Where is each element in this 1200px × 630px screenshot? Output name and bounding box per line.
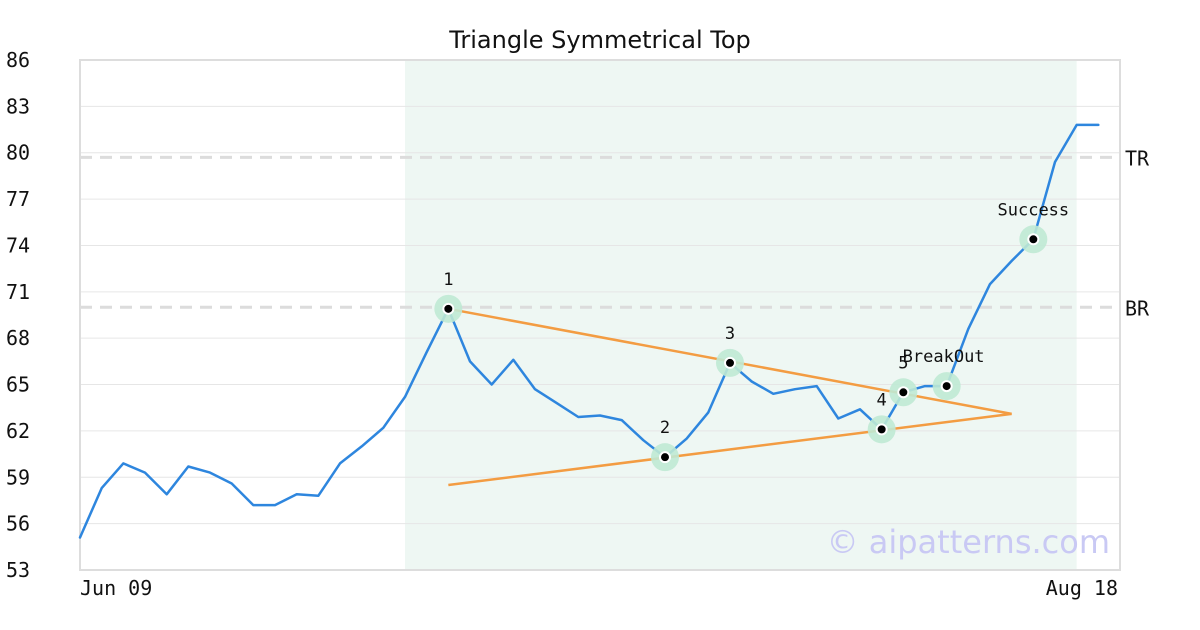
y-tick-label: 53	[6, 558, 30, 582]
point-label: 3	[725, 324, 735, 344]
point-marker	[897, 386, 910, 399]
point-label: 5	[898, 353, 908, 373]
point-label: BreakOut	[903, 347, 985, 367]
x-axis-ticks: Jun 09 Aug 18	[80, 576, 1118, 600]
level-lines: TR BR	[80, 146, 1150, 320]
plot-frame	[79, 59, 1121, 571]
point-marker	[875, 423, 888, 436]
y-tick-label: 71	[6, 280, 30, 304]
point-label: 2	[660, 418, 670, 438]
point-marker	[659, 451, 671, 464]
point-marker	[442, 302, 455, 315]
point-marker	[940, 380, 953, 393]
y-tick-label: 83	[6, 94, 30, 118]
trendline	[448, 412, 1012, 487]
y-tick-label: 80	[6, 141, 30, 165]
y-tick-label: 86	[6, 48, 30, 72]
y-tick-label: 62	[6, 419, 30, 443]
pattern-shaded-region	[405, 60, 1077, 570]
y-tick-label: 59	[6, 465, 30, 489]
level-label-br: BR	[1125, 296, 1150, 320]
point-label: Success	[998, 200, 1070, 220]
watermark: © aipatterns.com	[827, 523, 1110, 561]
y-tick-label: 77	[6, 187, 30, 211]
point-label: 1	[443, 270, 453, 290]
x-tick-label: Jun 09	[80, 576, 152, 600]
point-marker	[1027, 233, 1040, 246]
point-label: 4	[877, 390, 887, 410]
y-tick-label: 56	[6, 512, 30, 536]
y-tick-label: 74	[6, 233, 30, 257]
point-marker	[724, 356, 736, 369]
y-tick-label: 68	[6, 326, 30, 350]
chart-title: Triangle Symmetrical Top	[448, 26, 751, 54]
price-series-line	[78, 123, 1100, 539]
y-axis-ticks: 53 56 59 62 65 68 71 74 77 80 83 86	[6, 48, 30, 582]
y-tick-label: 65	[6, 373, 30, 397]
level-label-tr: TR	[1125, 146, 1150, 170]
x-tick-label: Aug 18	[1046, 576, 1118, 600]
